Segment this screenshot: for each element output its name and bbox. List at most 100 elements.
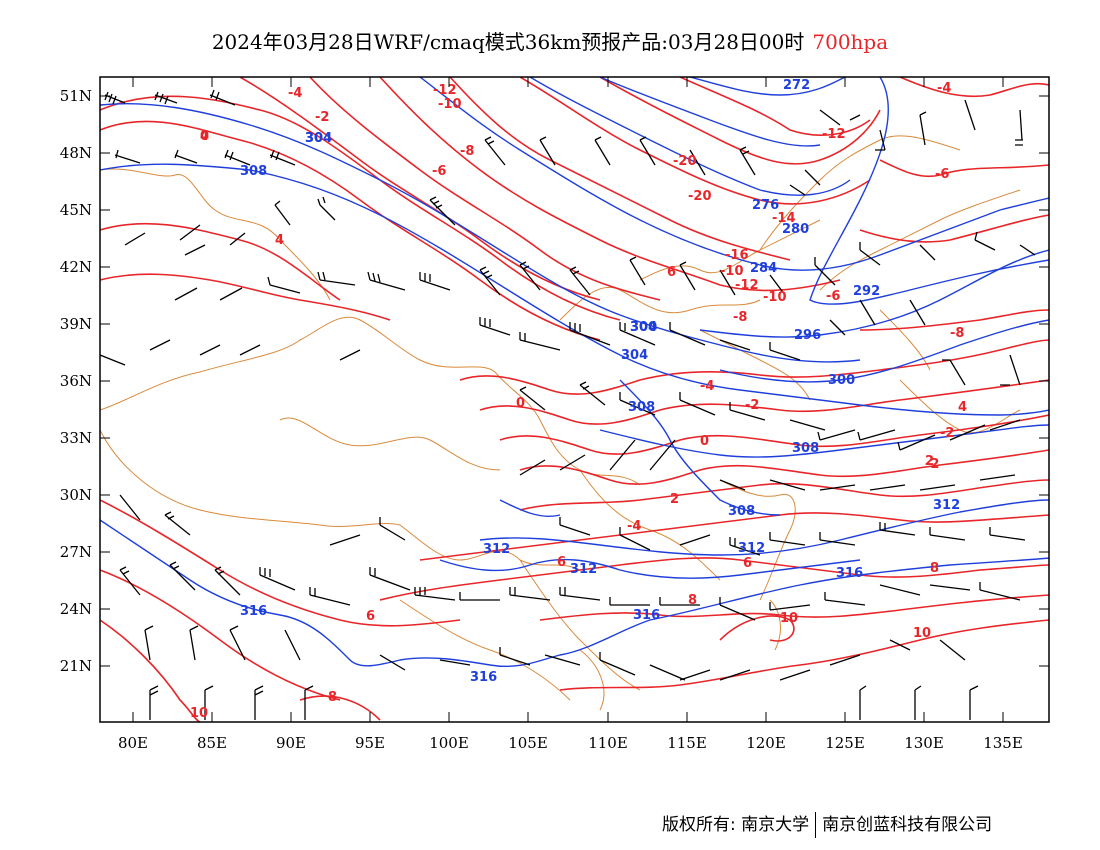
temperature-label: -6 [826,289,840,304]
lon-label: 80E [118,734,148,752]
temperature-label: 6 [667,265,676,280]
lat-label: 51N [60,87,92,105]
height-label: 308 [628,400,655,415]
temperature-label: 0 [200,129,209,144]
height-label: 312 [570,562,597,577]
temperature-label: 8 [328,690,337,705]
temperature-label: -4 [700,379,714,394]
temperature-label: -4 [937,81,951,96]
temperature-label: 4 [275,233,284,248]
temperature-label: -2 [745,398,759,413]
temperature-label: -6 [935,167,949,182]
lat-label: 21N [60,657,92,675]
height-label: 312 [933,498,960,513]
temperature-label: -8 [733,310,747,325]
lat-label: 39N [60,315,92,333]
map-frame [99,76,1050,723]
lon-label: 95E [355,734,385,752]
lon-label: 135E [983,734,1023,752]
temperature-label: 10 [780,611,798,626]
map-title: 2024年03月28日WRF/cmaq模式36km预报产品:03月28日00时 7… [0,26,1100,55]
temperature-label: -10 [720,264,744,279]
height-label: 316 [633,608,660,623]
longitude-axis: 80E 85E 90E 95E 100E 105E 110E 115E 120E 125E 130E… [118,77,1023,752]
height-label: 316 [240,604,267,619]
lon-label: 130E [904,734,944,752]
temperature-labels: -4-204-12-10-8-6-20-20-16-14-12-10-10-12… [190,81,967,721]
height-label: 300 [828,373,855,388]
temperature-label: 8 [688,593,697,608]
lat-label: 27N [60,543,92,561]
temperature-label: 10 [190,706,208,721]
height-label: 316 [836,566,863,581]
height-label: 316 [470,670,497,685]
temperature-label: -8 [460,144,474,159]
height-label: 276 [752,198,779,213]
height-label: 308 [728,504,755,519]
temperature-label: 0 [700,434,709,449]
temperature-label: 6 [557,555,566,570]
temperature-label: 2 [670,492,679,507]
height-label: 304 [621,348,648,363]
temperature-label: -12 [735,278,759,293]
lat-label: 42N [60,258,92,276]
temperature-label: -20 [673,154,697,169]
height-label: 312 [483,542,510,557]
temperature-label: 4 [200,129,209,144]
height-contours [100,77,1049,668]
latitude-axis: 51N 48N 45N 42N 39N 36N 33N 30N 27N 24N 21N [60,87,1049,675]
height-label: 304 [630,320,657,335]
copyright-right: 南京创蓝科技有限公司 [822,815,993,835]
height-label: 292 [853,284,880,299]
lat-label: 45N [60,201,92,219]
height-label: 308 [240,164,267,179]
title-text: 2024年03月28日WRF/cmaq模式36km预报产品:03月28日00时 [211,30,805,54]
temperature-label: -8 [950,326,964,341]
copyright-footer: 版权所有: 南京大学 南京创蓝科技有限公司 [662,810,992,838]
height-label: 280 [782,222,809,237]
height-label: 312 [738,541,765,556]
height-label: 296 [794,328,821,343]
temperature-label: -10 [438,97,462,112]
boundary-lines [100,135,1021,711]
height-label: 284 [750,261,777,276]
copyright-left: 版权所有: 南京大学 [662,815,810,835]
footer-divider [815,812,817,838]
lon-label: 100E [429,734,469,752]
temperature-label: 4 [958,400,967,415]
lat-label: 24N [60,600,92,618]
temperature-label: -6 [432,164,446,179]
temperature-label: 6 [366,609,375,624]
height-labels: 2722762802842922963003043083003043083083… [240,78,960,685]
temperature-label: -10 [763,290,787,305]
height-label: 304 [305,131,332,146]
temperature-label: -12 [822,127,846,142]
lon-label: 110E [588,734,628,752]
lat-label: 30N [60,486,92,504]
lon-label: 105E [508,734,548,752]
lat-label: 48N [60,144,92,162]
temperature-label: 0 [516,396,525,411]
lon-label: 125E [825,734,865,752]
temperature-label: 6 [743,556,752,571]
temperature-label: -2 [925,457,939,472]
lon-label: 115E [667,734,707,752]
temperature-label: 8 [930,561,939,576]
wind-barbs [100,89,1036,720]
temperature-label: -16 [725,248,749,263]
lon-label: 120E [746,734,786,752]
temperature-label: 10 [913,626,931,641]
height-label: 304 [305,131,332,146]
temperature-label: -12 [433,83,457,98]
lat-label: 33N [60,429,92,447]
lon-label: 90E [276,734,306,752]
height-label: 300 [630,320,657,335]
lon-label: 85E [197,734,227,752]
temperature-label: -4 [627,519,641,534]
temperature-label: -14 [772,211,796,226]
pressure-level: 700hpa [812,30,889,54]
height-label: 308 [792,441,819,456]
temperature-label: -4 [288,86,302,101]
lat-label: 36N [60,372,92,390]
